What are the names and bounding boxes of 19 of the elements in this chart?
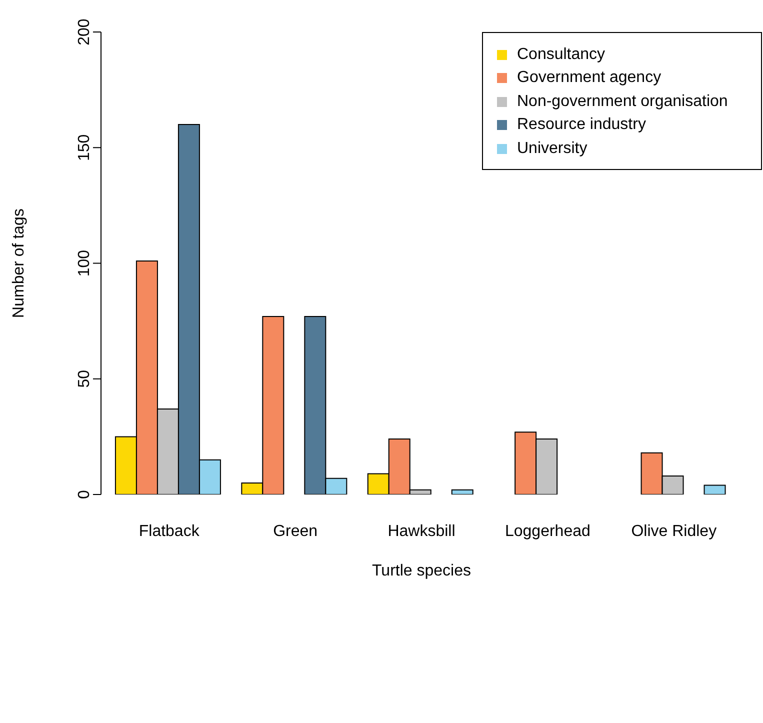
bar xyxy=(451,489,474,494)
x-tick-label: Loggerhead xyxy=(504,522,590,540)
x-tick-label: Flatback xyxy=(138,522,200,540)
x-tick-label: Olive Ridley xyxy=(631,522,717,540)
bar xyxy=(704,484,726,494)
y-tick-label: 50 xyxy=(76,370,93,388)
y-tick-label: 150 xyxy=(76,134,93,161)
legend-label: Government agency xyxy=(517,69,662,88)
legend-label: Consultancy xyxy=(517,46,606,64)
x-tick-label: Hawksbill xyxy=(388,522,456,540)
y-tick-label: 0 xyxy=(76,490,93,499)
y-tick-label: 100 xyxy=(76,250,93,277)
x-tick-label: Green xyxy=(273,522,318,540)
y-axis-title: Number of tags xyxy=(10,208,28,318)
legend-label: University xyxy=(517,140,588,158)
legend-label: Resource industry xyxy=(517,116,646,134)
legend-label: Non-government organisation xyxy=(517,92,728,111)
y-tick-label: 200 xyxy=(76,18,93,46)
x-axis-title: Turtle species xyxy=(372,562,471,580)
